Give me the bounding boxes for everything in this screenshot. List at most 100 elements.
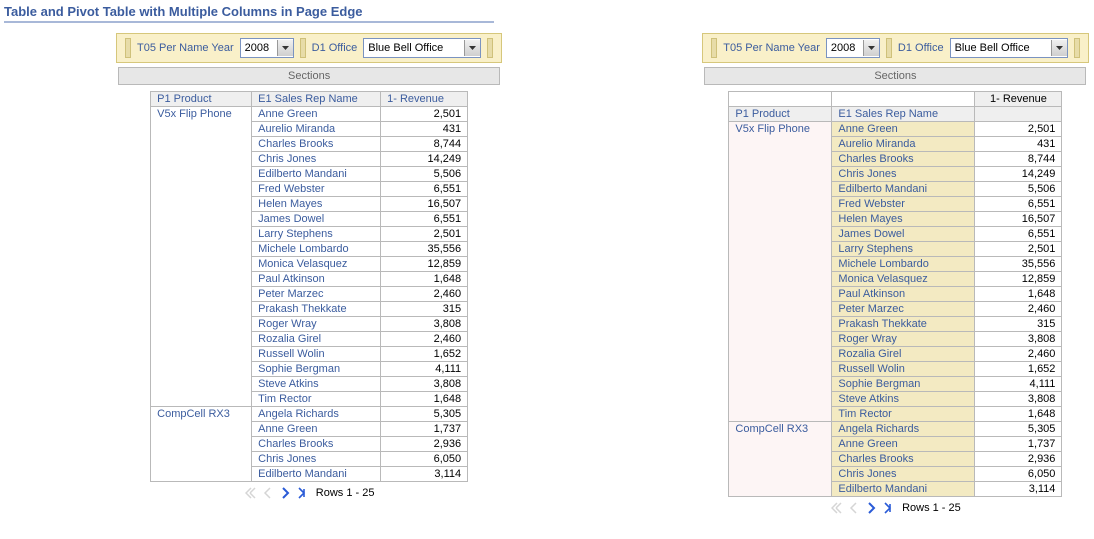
rep-cell[interactable]: Paul Atkinson	[832, 287, 975, 302]
revenue-cell: 3,808	[381, 377, 468, 392]
rep-cell[interactable]: Anne Green	[252, 422, 381, 437]
rep-cell[interactable]: Chris Jones	[252, 152, 381, 167]
rep-cell[interactable]: Rozalia Girel	[832, 347, 975, 362]
office-dropdown[interactable]: Blue Bell Office	[950, 38, 1068, 58]
rep-cell[interactable]: Charles Brooks	[832, 152, 975, 167]
product-cell[interactable]: CompCell RX3	[729, 422, 832, 497]
revenue-cell: 3,808	[975, 392, 1062, 407]
rep-cell[interactable]: Steve Atkins	[252, 377, 381, 392]
table-row: CompCell RX3Angela Richards5,305	[729, 422, 1062, 437]
product-cell[interactable]: V5x Flip Phone	[729, 122, 832, 422]
rep-cell[interactable]: Anne Green	[252, 107, 381, 122]
office-dropdown[interactable]: Blue Bell Office	[363, 38, 481, 58]
rep-cell[interactable]: Monica Velasquez	[252, 257, 381, 272]
col-header-rep[interactable]: E1 Sales Rep Name	[252, 92, 381, 107]
rep-cell[interactable]: Russell Wolin	[252, 347, 381, 362]
rep-cell[interactable]: Monica Velasquez	[832, 272, 975, 287]
rep-cell[interactable]: Edilberto Mandani	[252, 167, 381, 182]
office-prompt-label: D1 Office	[898, 42, 944, 54]
rep-cell[interactable]: James Dowel	[252, 212, 381, 227]
revenue-cell: 2,460	[381, 332, 468, 347]
rep-cell[interactable]: Chris Jones	[252, 452, 381, 467]
revenue-cell: 1,737	[975, 437, 1062, 452]
col-header-rep[interactable]: E1 Sales Rep Name	[832, 107, 975, 122]
rep-cell[interactable]: Russell Wolin	[832, 362, 975, 377]
first-page-icon[interactable]	[830, 501, 844, 515]
revenue-cell: 6,551	[381, 212, 468, 227]
revenue-cell: 16,507	[975, 212, 1062, 227]
rep-cell[interactable]: Michele Lombardo	[252, 242, 381, 257]
rep-cell[interactable]: Edilberto Mandani	[832, 182, 975, 197]
rep-cell[interactable]: Sophie Bergman	[252, 362, 381, 377]
col-header-product[interactable]: P1 Product	[151, 92, 252, 107]
rep-cell[interactable]: Roger Wray	[832, 332, 975, 347]
rep-cell[interactable]: Edilberto Mandani	[252, 467, 381, 482]
revenue-cell: 35,556	[975, 257, 1062, 272]
table-row: CompCell RX3Angela Richards5,305	[151, 407, 468, 422]
next-page-icon[interactable]	[864, 501, 878, 515]
rep-cell[interactable]: Chris Jones	[832, 467, 975, 482]
product-cell[interactable]: V5x Flip Phone	[151, 107, 252, 407]
separator	[300, 38, 306, 58]
right-panel: T05 Per Name Year 2008 D1 Office Blue Be…	[702, 33, 1088, 515]
rep-cell[interactable]: Larry Stephens	[832, 242, 975, 257]
rep-cell[interactable]: Helen Mayes	[832, 212, 975, 227]
pager-text: Rows 1 - 25	[902, 502, 961, 514]
rep-cell[interactable]: Aurelio Miranda	[252, 122, 381, 137]
rep-cell[interactable]: Larry Stephens	[252, 227, 381, 242]
table-row: V5x Flip PhoneAnne Green2,501	[151, 107, 468, 122]
next-page-icon[interactable]	[278, 486, 292, 500]
prev-page-icon[interactable]	[847, 501, 861, 515]
rep-cell[interactable]: Prakash Thekkate	[252, 302, 381, 317]
rep-cell[interactable]: Fred Webster	[252, 182, 381, 197]
rep-cell[interactable]: Steve Atkins	[832, 392, 975, 407]
col-header-revenue[interactable]: 1- Revenue	[381, 92, 468, 107]
last-page-icon[interactable]	[881, 501, 895, 515]
revenue-cell: 2,501	[975, 242, 1062, 257]
pager-left: Rows 1 - 25	[244, 486, 375, 500]
rep-cell[interactable]: Charles Brooks	[832, 452, 975, 467]
revenue-cell: 3,114	[381, 467, 468, 482]
rep-cell[interactable]: Paul Atkinson	[252, 272, 381, 287]
rep-cell[interactable]: Charles Brooks	[252, 437, 381, 452]
rep-cell[interactable]: Sophie Bergman	[832, 377, 975, 392]
revenue-cell: 1,648	[381, 392, 468, 407]
rep-cell[interactable]: Tim Rector	[252, 392, 381, 407]
rep-cell[interactable]: Chris Jones	[832, 167, 975, 182]
rep-cell[interactable]: Michele Lombardo	[832, 257, 975, 272]
col-header-revenue[interactable]: 1- Revenue	[975, 92, 1062, 107]
prev-page-icon[interactable]	[261, 486, 275, 500]
rep-cell[interactable]: Peter Marzec	[832, 302, 975, 317]
revenue-cell: 315	[381, 302, 468, 317]
rep-cell[interactable]: Peter Marzec	[252, 287, 381, 302]
rep-cell[interactable]: Aurelio Miranda	[832, 137, 975, 152]
separator	[1074, 38, 1080, 58]
revenue-cell: 2,501	[381, 227, 468, 242]
rep-cell[interactable]: Edilberto Mandani	[832, 482, 975, 497]
rep-cell[interactable]: Anne Green	[832, 437, 975, 452]
year-dropdown[interactable]: 2008	[240, 38, 294, 58]
first-page-icon[interactable]	[244, 486, 258, 500]
revenue-cell: 431	[381, 122, 468, 137]
rep-cell[interactable]: Helen Mayes	[252, 197, 381, 212]
last-page-icon[interactable]	[295, 486, 309, 500]
col-header-product[interactable]: P1 Product	[729, 107, 832, 122]
pivot-table-view: 1- Revenue P1 ProductE1 Sales Rep NameV5x…	[728, 91, 1062, 497]
revenue-cell: 431	[975, 137, 1062, 152]
product-cell[interactable]: CompCell RX3	[151, 407, 252, 482]
rep-cell[interactable]: Rozalia Girel	[252, 332, 381, 347]
rep-cell[interactable]: Anne Green	[832, 122, 975, 137]
rep-cell[interactable]: Fred Webster	[832, 197, 975, 212]
rep-cell[interactable]: Charles Brooks	[252, 137, 381, 152]
rep-cell[interactable]: Angela Richards	[832, 422, 975, 437]
revenue-cell: 3,808	[975, 332, 1062, 347]
rep-cell[interactable]: Roger Wray	[252, 317, 381, 332]
rep-cell[interactable]: Prakash Thekkate	[832, 317, 975, 332]
year-dropdown[interactable]: 2008	[826, 38, 880, 58]
rep-cell[interactable]: Tim Rector	[832, 407, 975, 422]
chevron-down-icon	[1051, 40, 1067, 56]
chevron-down-icon	[863, 40, 879, 56]
rep-cell[interactable]: James Dowel	[832, 227, 975, 242]
revenue-cell: 1,648	[975, 407, 1062, 422]
rep-cell[interactable]: Angela Richards	[252, 407, 381, 422]
